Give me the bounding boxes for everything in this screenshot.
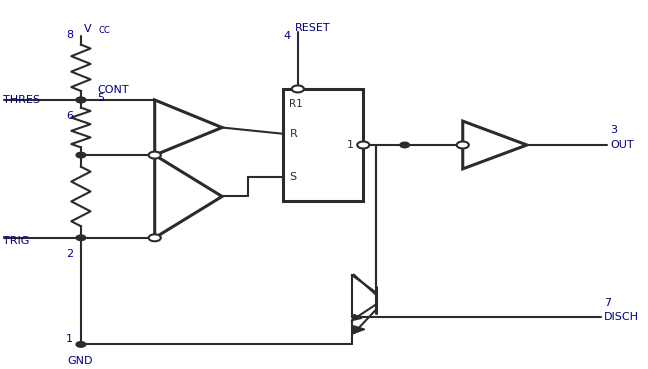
- Text: GND: GND: [67, 356, 93, 366]
- Circle shape: [76, 342, 86, 347]
- Text: 7: 7: [604, 298, 611, 308]
- Polygon shape: [352, 314, 362, 321]
- Text: CC: CC: [99, 26, 111, 35]
- Text: 6: 6: [66, 111, 73, 121]
- Text: RESET: RESET: [295, 23, 330, 33]
- Text: 8: 8: [66, 30, 73, 40]
- Text: 1: 1: [66, 334, 73, 344]
- Text: 1: 1: [347, 140, 354, 150]
- Circle shape: [292, 86, 304, 92]
- Circle shape: [76, 152, 86, 158]
- Circle shape: [148, 152, 161, 159]
- Circle shape: [76, 235, 86, 241]
- Text: TRIG: TRIG: [3, 237, 29, 246]
- Circle shape: [148, 234, 161, 241]
- Text: CONT: CONT: [97, 85, 128, 95]
- Polygon shape: [353, 326, 365, 333]
- Circle shape: [150, 152, 159, 158]
- Text: R1: R1: [290, 99, 303, 109]
- Text: DISCH: DISCH: [604, 312, 639, 322]
- Text: R: R: [290, 129, 297, 139]
- Text: OUT: OUT: [610, 140, 634, 150]
- Circle shape: [400, 142, 410, 148]
- Text: 3: 3: [610, 125, 618, 135]
- Text: V: V: [84, 24, 92, 34]
- Text: 5: 5: [97, 93, 104, 103]
- Circle shape: [76, 97, 86, 103]
- Text: 2: 2: [66, 249, 73, 259]
- Circle shape: [76, 97, 86, 103]
- Text: S: S: [290, 172, 297, 182]
- Circle shape: [457, 141, 469, 148]
- Text: THRES: THRES: [3, 95, 40, 105]
- Circle shape: [357, 141, 369, 148]
- Text: 4: 4: [283, 31, 290, 41]
- Bar: [283, 89, 364, 201]
